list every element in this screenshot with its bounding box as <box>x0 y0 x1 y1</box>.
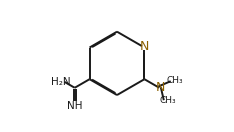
Text: N: N <box>155 81 165 94</box>
Text: NH: NH <box>67 101 82 111</box>
Text: H₂N: H₂N <box>51 77 70 87</box>
Text: N: N <box>140 40 149 53</box>
Text: CH₃: CH₃ <box>160 96 176 105</box>
Text: CH₃: CH₃ <box>167 76 183 85</box>
